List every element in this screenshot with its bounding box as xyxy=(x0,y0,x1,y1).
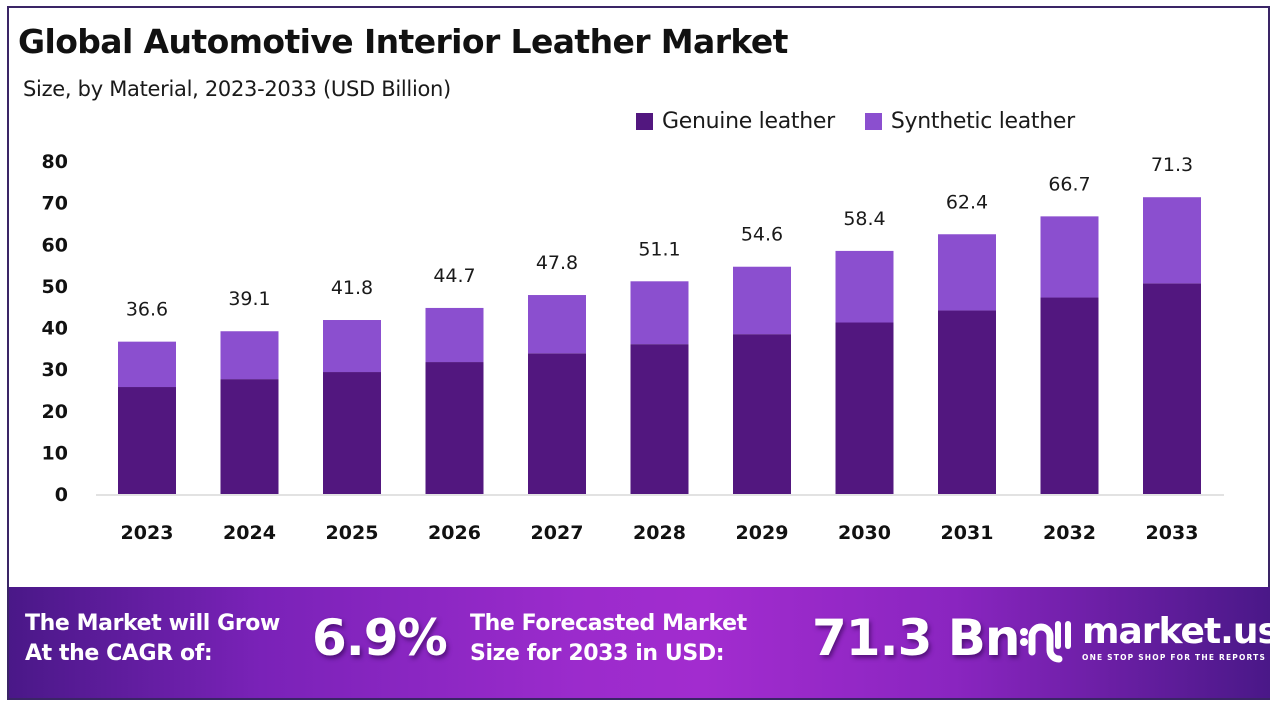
data-label-2026: 44.7 xyxy=(433,265,475,287)
legend-swatch-synthetic xyxy=(864,113,882,130)
x-tick-label-2023: 2023 xyxy=(121,522,174,544)
x-tick-label-2032: 2032 xyxy=(1043,522,1096,544)
bar-synthetic-2028 xyxy=(630,281,689,345)
y-tick-label: 70 xyxy=(42,193,68,215)
x-tick-label-2028: 2028 xyxy=(633,522,686,544)
data-label-2025: 41.8 xyxy=(331,277,373,299)
bar-genuine-2024 xyxy=(220,379,279,494)
bar-genuine-2027 xyxy=(528,353,586,494)
data-label-2028: 51.1 xyxy=(638,238,680,260)
bar-genuine-2033 xyxy=(1143,283,1201,494)
bar-genuine-2032 xyxy=(1040,297,1099,494)
y-tick-label: 40 xyxy=(42,318,68,340)
bar-genuine-2029 xyxy=(733,334,791,494)
y-tick-label: 0 xyxy=(55,484,68,506)
bar-genuine-2023 xyxy=(118,387,176,494)
bar-synthetic-2032 xyxy=(1040,216,1099,298)
bar-synthetic-2026 xyxy=(425,307,484,363)
market-us-logo: market.us ONE STOP SHOP FOR THE REPORTS xyxy=(1018,611,1279,664)
forecast-caption-line2: Size for 2033 in USD: xyxy=(470,641,725,666)
bar-synthetic-2025 xyxy=(323,320,381,373)
y-tick-label: 30 xyxy=(42,359,68,381)
x-tick-label-2027: 2027 xyxy=(531,522,584,544)
data-label-2033: 71.3 xyxy=(1151,154,1193,176)
cagr-caption: The Market will Grow At the CAGR of: xyxy=(25,609,280,669)
bar-synthetic-2027 xyxy=(528,295,586,354)
bar-genuine-2025 xyxy=(323,372,381,494)
bar-synthetic-2023 xyxy=(118,341,176,388)
cagr-caption-line2: At the CAGR of: xyxy=(25,641,213,666)
logo-name: market.us xyxy=(1082,611,1279,652)
data-label-2030: 58.4 xyxy=(843,208,885,230)
y-tick-label: 10 xyxy=(42,442,68,464)
x-tick-label-2033: 2033 xyxy=(1146,522,1199,544)
legend-label-genuine: Genuine leather xyxy=(662,109,835,134)
forecast-caption-line1: The Forecasted Market xyxy=(470,611,747,636)
data-label-2029: 54.6 xyxy=(741,224,783,246)
bar-synthetic-2029 xyxy=(733,266,791,335)
x-axis: 2023 2024 2025 2026 2027 2028 2029 2030 2031 2032… xyxy=(121,522,1199,544)
cagr-value: 6.9% xyxy=(312,609,448,667)
legend-item-genuine: Genuine leather xyxy=(636,109,835,134)
bar-genuine-2031 xyxy=(938,310,996,494)
forecast-value: 71.3 Bn xyxy=(812,609,1020,667)
bar-genuine-2026 xyxy=(425,362,484,494)
chart-subtitle: Size, by Material, 2023-2033 (USD Billio… xyxy=(23,77,451,101)
chart-title: Global Automotive Interior Leather Marke… xyxy=(18,22,788,61)
x-tick-label-2030: 2030 xyxy=(838,522,891,544)
bar-synthetic-2033 xyxy=(1143,197,1201,284)
legend: Genuine leather Synthetic leather xyxy=(636,109,1075,134)
data-label-2031: 62.4 xyxy=(946,191,988,213)
y-tick-label: 20 xyxy=(42,401,68,423)
forecast-caption: The Forecasted Market Size for 2033 in U… xyxy=(470,609,747,669)
market-us-logo-icon xyxy=(1020,621,1071,663)
cagr-caption-line1: The Market will Grow xyxy=(25,611,280,636)
bars: 36.6 39.1 41.8 44.7 47.8 51.1 54.6 58.4 62.4 66.7… xyxy=(118,154,1201,494)
bar-synthetic-2030 xyxy=(835,250,894,323)
y-tick-label: 60 xyxy=(42,234,68,256)
x-tick-label-2031: 2031 xyxy=(941,522,994,544)
bar-genuine-2030 xyxy=(835,322,894,494)
bar-genuine-2028 xyxy=(630,344,689,494)
x-tick-label-2029: 2029 xyxy=(736,522,789,544)
legend-label-synthetic: Synthetic leather xyxy=(890,109,1075,134)
y-tick-label: 80 xyxy=(42,151,68,173)
x-tick-label-2025: 2025 xyxy=(326,522,379,544)
legend-item-synthetic: Synthetic leather xyxy=(864,109,1075,134)
data-label-2027: 47.8 xyxy=(536,252,578,274)
bar-synthetic-2031 xyxy=(938,234,996,311)
bar-synthetic-2024 xyxy=(220,331,279,380)
logo-tagline: ONE STOP SHOP FOR THE REPORTS xyxy=(1082,653,1267,662)
x-tick-label-2024: 2024 xyxy=(223,522,276,544)
legend-swatch-genuine xyxy=(636,113,653,130)
y-axis: 0 10 20 30 40 50 60 70 80 xyxy=(42,151,68,506)
x-tick-label-2026: 2026 xyxy=(428,522,481,544)
y-tick-label: 50 xyxy=(42,276,68,298)
data-label-2024: 39.1 xyxy=(228,288,270,310)
data-label-2023: 36.6 xyxy=(126,299,168,321)
data-label-2032: 66.7 xyxy=(1048,173,1090,195)
